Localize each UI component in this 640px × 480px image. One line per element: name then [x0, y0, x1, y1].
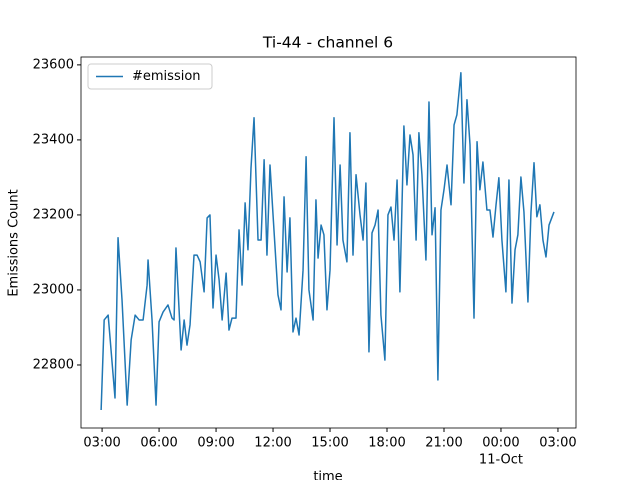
chart-title: Ti-44 - channel 6 [262, 34, 393, 52]
legend-box [87, 63, 213, 90]
y-tick-label: 22800 [33, 357, 74, 372]
legend-label: #emission [132, 69, 201, 84]
x-tick-date-label: 11-Oct [479, 453, 523, 468]
x-axis-label: time [313, 470, 342, 480]
x-tick-label: 15:00 [311, 436, 348, 451]
y-tick-label: 23400 [33, 132, 74, 147]
x-tick-label: 03:00 [83, 436, 120, 451]
data-line [100, 72, 555, 411]
y-tick-label: 23200 [33, 207, 74, 222]
x-tick-label: 21:00 [425, 436, 462, 451]
x-tick-label: 12:00 [254, 436, 291, 451]
y-tick-label: 23600 [33, 57, 74, 72]
y-axis-label: Emissions Count [7, 189, 22, 296]
x-tick-label: 06:00 [140, 436, 177, 451]
x-tick-label: 09:00 [197, 436, 234, 451]
x-tick-label: 03:00 [539, 436, 576, 451]
x-tick-label: 00:00 [482, 436, 519, 451]
plot-frame [80, 56, 577, 429]
y-tick-label: 23000 [33, 282, 74, 297]
x-tick-label: 18:00 [368, 436, 405, 451]
